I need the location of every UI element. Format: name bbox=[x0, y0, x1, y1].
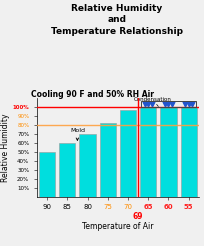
Bar bbox=[39, 152, 55, 197]
Text: Mold: Mold bbox=[70, 128, 84, 140]
Bar bbox=[140, 101, 195, 107]
Bar bbox=[180, 107, 196, 197]
Bar bbox=[99, 123, 115, 197]
Text: 69: 69 bbox=[132, 212, 143, 221]
Bar bbox=[140, 107, 156, 197]
Bar bbox=[59, 143, 75, 197]
Bar bbox=[79, 134, 95, 197]
Text: Relative Humidity
and
Temperature Relationship: Relative Humidity and Temperature Relati… bbox=[51, 4, 182, 36]
Bar bbox=[160, 107, 176, 197]
Y-axis label: Relative Humidity: Relative Humidity bbox=[1, 113, 10, 182]
Bar bbox=[119, 110, 135, 197]
Text: Cooling 90 F and 50% RH Air: Cooling 90 F and 50% RH Air bbox=[31, 90, 153, 99]
X-axis label: Temperature of Air: Temperature of Air bbox=[82, 222, 153, 231]
Text: Condensation: Condensation bbox=[133, 97, 170, 107]
